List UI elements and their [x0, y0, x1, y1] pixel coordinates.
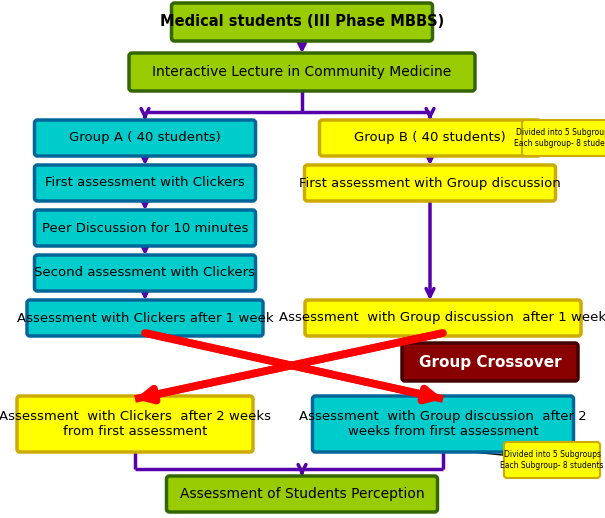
Text: Assessment of Students Perception: Assessment of Students Perception [180, 487, 424, 501]
FancyBboxPatch shape [166, 476, 437, 512]
FancyBboxPatch shape [34, 255, 255, 291]
Text: Divided into 5 Subgroups
Each subgroup- 8 students: Divided into 5 Subgroups Each subgroup- … [514, 128, 605, 148]
FancyBboxPatch shape [319, 120, 540, 156]
Text: Peer Discussion for 10 minutes: Peer Discussion for 10 minutes [42, 222, 248, 235]
FancyBboxPatch shape [34, 165, 255, 201]
Text: Group A ( 40 students): Group A ( 40 students) [69, 132, 221, 145]
Text: Group Crossover: Group Crossover [419, 354, 561, 369]
FancyBboxPatch shape [504, 442, 600, 478]
FancyBboxPatch shape [304, 165, 555, 201]
FancyBboxPatch shape [17, 396, 253, 452]
FancyBboxPatch shape [34, 120, 255, 156]
Text: First assessment with Clickers: First assessment with Clickers [45, 177, 245, 190]
Text: Group B ( 40 students): Group B ( 40 students) [354, 132, 506, 145]
FancyBboxPatch shape [313, 396, 574, 452]
FancyBboxPatch shape [171, 3, 433, 41]
FancyBboxPatch shape [305, 300, 581, 336]
Text: Divided into 5 Subgroups
Each Subgroup- 8 students: Divided into 5 Subgroups Each Subgroup- … [500, 450, 604, 470]
Text: Assessment  with Clickers  after 2 weeks
from first assessment: Assessment with Clickers after 2 weeks f… [0, 410, 271, 438]
Text: Medical students (III Phase MBBS): Medical students (III Phase MBBS) [160, 15, 444, 30]
Text: Assessment with Clickers after 1 week: Assessment with Clickers after 1 week [17, 311, 273, 324]
FancyBboxPatch shape [27, 300, 263, 336]
FancyBboxPatch shape [402, 343, 578, 381]
Text: Interactive Lecture in Community Medicine: Interactive Lecture in Community Medicin… [152, 65, 451, 79]
Text: Assessment  with Group discussion  after 2
weeks from first assessment: Assessment with Group discussion after 2… [299, 410, 587, 438]
FancyBboxPatch shape [522, 120, 605, 156]
Text: Second assessment with Clickers: Second assessment with Clickers [34, 266, 255, 280]
Text: First assessment with Group discussion: First assessment with Group discussion [299, 177, 561, 190]
FancyBboxPatch shape [34, 210, 255, 246]
Text: Assessment  with Group discussion  after 1 week: Assessment with Group discussion after 1… [280, 311, 605, 324]
FancyBboxPatch shape [129, 53, 475, 91]
